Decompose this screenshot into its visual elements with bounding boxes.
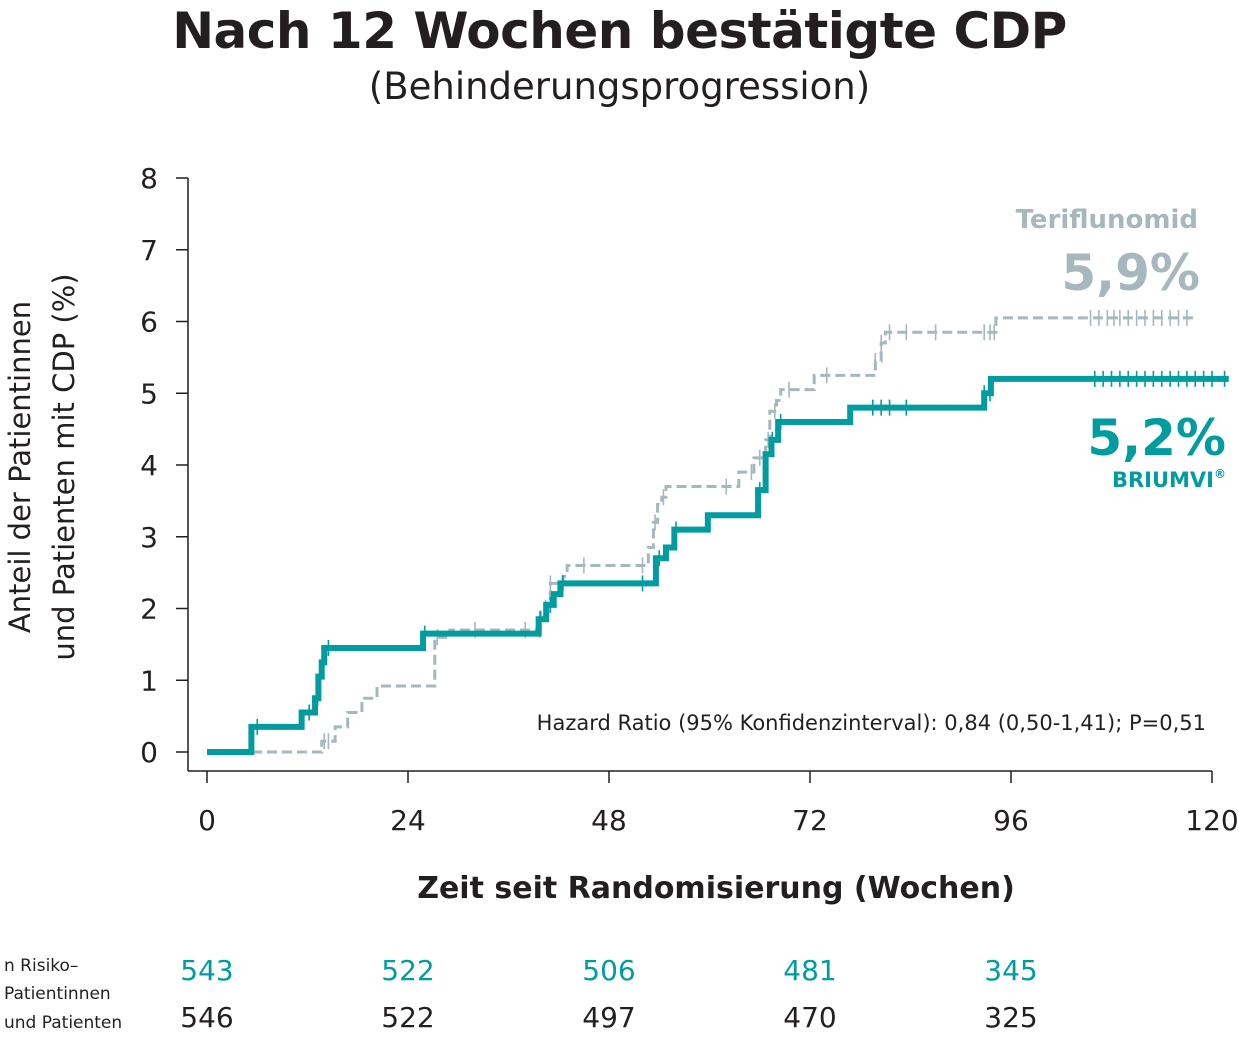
- series-teriflunomid: [207, 309, 1196, 754]
- risk-table: 543 546 522 522 506 497 481 470 345 325: [180, 954, 1037, 1034]
- legend-teriflunomid-value: 5,9%: [1061, 244, 1200, 302]
- risk-count-briumvi: 345: [984, 954, 1037, 987]
- risk-count-teriflunomid: 325: [984, 1001, 1037, 1034]
- legend-teriflunomid-name: Teriflunomid: [1016, 205, 1198, 235]
- legend-briumvi-name: BRIUMVI®: [1112, 467, 1226, 492]
- hazard-ratio-annotation: Hazard Ratio (95% Konfidenzinterval): 0,…: [537, 711, 1206, 735]
- x-tick-label: 48: [591, 804, 627, 837]
- risk-count-briumvi: 481: [783, 954, 836, 987]
- x-tick-label: 120: [1185, 804, 1238, 837]
- x-axis-label: Zeit seit Randomisierung (Wochen): [417, 871, 1015, 906]
- y-axis-label-line2: und Patienten mit CDP (%): [47, 273, 81, 660]
- y-tick-label: 5: [140, 377, 158, 410]
- risk-count-briumvi: 506: [582, 954, 635, 987]
- y-tick-label: 3: [140, 521, 158, 554]
- legend-briumvi-value: 5,2%: [1087, 409, 1226, 467]
- legend-briumvi-name-text: BRIUMVI: [1112, 468, 1214, 492]
- x-tick-label: 0: [198, 804, 216, 837]
- chart-subtitle: (Behinderungsprogression): [368, 65, 871, 108]
- y-tick-label: 6: [140, 306, 158, 339]
- risk-count-teriflunomid: 470: [783, 1001, 836, 1034]
- risk-table-header-1: n Risiko–: [4, 956, 78, 976]
- risk-count-teriflunomid: 546: [180, 1001, 233, 1034]
- y-axis-ticks: 0 1 2 3 4 5 6 7 8: [140, 162, 188, 769]
- series-briumvi: [207, 370, 1229, 755]
- risk-count-teriflunomid: 497: [582, 1001, 635, 1034]
- y-tick-label: 0: [140, 736, 158, 769]
- chart-title: Nach 12 Wochen bestätigte CDP: [172, 2, 1067, 60]
- legend-briumvi-registered: ®: [1214, 467, 1226, 481]
- risk-count-teriflunomid: 522: [381, 1001, 434, 1034]
- y-axis-label-line1: Anteil der Patientinnen: [3, 301, 37, 633]
- y-tick-label: 1: [140, 664, 158, 697]
- risk-count-briumvi: 543: [180, 954, 233, 987]
- risk-count-briumvi: 522: [381, 954, 434, 987]
- axes: [187, 178, 1212, 772]
- x-tick-label: 96: [993, 804, 1029, 837]
- x-axis-ticks: 0 24 48 72 96 120: [198, 771, 1239, 837]
- series-line-teriflunomid: [207, 316, 1196, 754]
- risk-table-header-3: und Patienten: [4, 1013, 122, 1033]
- y-tick-label: 2: [140, 593, 158, 626]
- risk-table-header-2: Patientinnen: [4, 984, 111, 1004]
- series-layer: [207, 309, 1229, 755]
- x-tick-label: 24: [390, 804, 426, 837]
- y-tick-label: 7: [140, 234, 158, 267]
- series-line-briumvi: [207, 375, 1229, 755]
- y-tick-label: 4: [140, 449, 158, 482]
- y-tick-label: 8: [140, 162, 158, 195]
- x-tick-label: 72: [792, 804, 828, 837]
